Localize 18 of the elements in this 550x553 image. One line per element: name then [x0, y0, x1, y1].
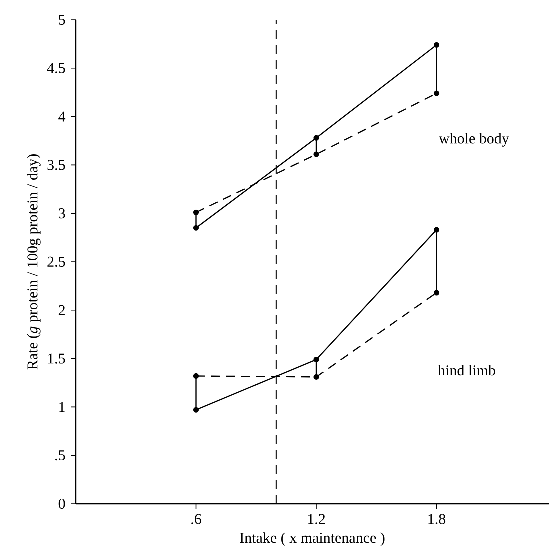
y-tick-label: 1.5: [48, 354, 66, 364]
annotation: whole body: [439, 133, 510, 147]
y-axis-title: Rate (g protein / 100g protein / day): [27, 154, 42, 370]
y-tick-label: 2.5: [48, 256, 66, 268]
x-tick-label: 1.8: [428, 514, 446, 524]
annotation: hind limb: [438, 365, 496, 376]
y-tick-label: .5: [56, 450, 66, 461]
y-tick-label: 2: [59, 305, 66, 316]
y-tick-label: 3.5: [48, 160, 66, 170]
y-tick-label: 3: [59, 208, 66, 219]
y-tick-label: 0: [59, 498, 66, 510]
y-tick-label: 1: [60, 402, 66, 412]
y-tick-label: 4: [58, 112, 66, 122]
x-tick-label: 1.2: [308, 514, 326, 524]
x-axis-title: Intake ( x maintenance ): [240, 532, 385, 546]
x-tick-label: .6: [192, 514, 202, 524]
y-tick-label: 5: [59, 15, 66, 25]
y-tick-label: 4.5: [48, 63, 66, 74]
